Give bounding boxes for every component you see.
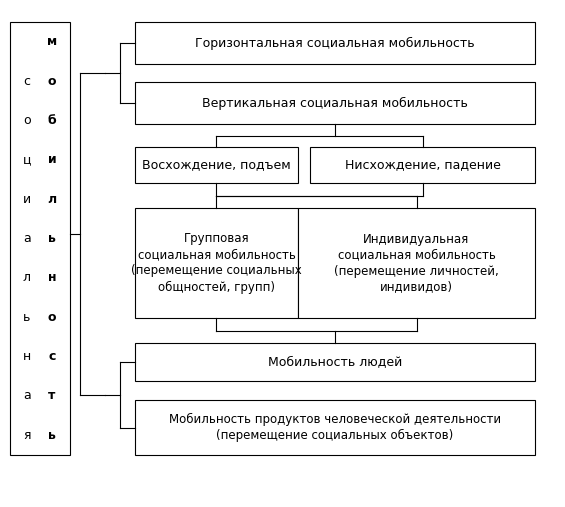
Text: и: и bbox=[47, 153, 56, 166]
Text: л: л bbox=[23, 271, 31, 284]
FancyBboxPatch shape bbox=[135, 400, 535, 455]
FancyBboxPatch shape bbox=[298, 208, 535, 318]
Text: б: б bbox=[47, 114, 56, 127]
Text: о: о bbox=[48, 75, 57, 88]
Text: Мобильность людей: Мобильность людей bbox=[268, 355, 402, 369]
FancyBboxPatch shape bbox=[135, 343, 535, 381]
FancyBboxPatch shape bbox=[135, 208, 298, 318]
FancyBboxPatch shape bbox=[135, 82, 535, 124]
Text: ь: ь bbox=[48, 429, 56, 442]
Text: Групповая
социальная мобильность
(перемещение социальных
общностей, групп): Групповая социальная мобильность (переме… bbox=[131, 232, 302, 294]
FancyBboxPatch shape bbox=[10, 22, 70, 455]
Text: н: н bbox=[48, 271, 57, 284]
Text: а: а bbox=[23, 389, 31, 403]
Text: н: н bbox=[23, 350, 31, 363]
Text: ь: ь bbox=[48, 232, 56, 245]
FancyBboxPatch shape bbox=[135, 147, 298, 183]
Text: с: с bbox=[49, 350, 56, 363]
Text: м: м bbox=[47, 35, 57, 48]
Text: л: л bbox=[47, 193, 56, 206]
Text: и: и bbox=[23, 193, 31, 206]
Text: т: т bbox=[49, 389, 56, 403]
Text: Нисхождение, падение: Нисхождение, падение bbox=[345, 159, 501, 171]
Text: ь: ь bbox=[23, 311, 31, 324]
Text: Мобильность продуктов человеческой деятельности
(перемещение социальных объектов: Мобильность продуктов человеческой деяте… bbox=[169, 413, 501, 442]
Text: Восхождение, подъем: Восхождение, подъем bbox=[142, 159, 291, 171]
Text: ц: ц bbox=[23, 153, 31, 166]
Text: Индивидуальная
социальная мобильность
(перемещение личностей,
индивидов): Индивидуальная социальная мобильность (п… bbox=[334, 233, 499, 294]
FancyBboxPatch shape bbox=[135, 22, 535, 64]
Text: о: о bbox=[48, 311, 57, 324]
Text: я: я bbox=[23, 429, 31, 442]
Text: Вертикальная социальная мобильность: Вертикальная социальная мобильность bbox=[202, 96, 468, 110]
Text: а: а bbox=[23, 232, 31, 245]
FancyBboxPatch shape bbox=[310, 147, 535, 183]
Text: Горизонтальная социальная мобильность: Горизонтальная социальная мобильность bbox=[195, 37, 475, 50]
Text: с: с bbox=[23, 75, 31, 88]
Text: о: о bbox=[23, 114, 31, 127]
